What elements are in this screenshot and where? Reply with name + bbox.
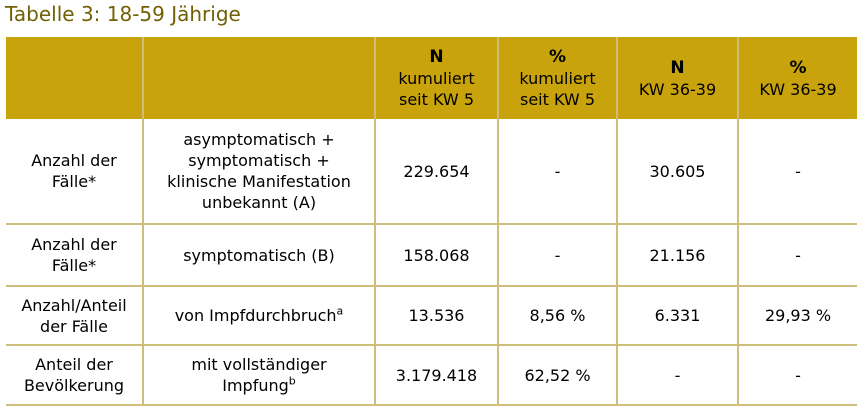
table-row: Anteil der Bevölkerung mit vollständiger… (6, 345, 857, 406)
row-desc: symptomatisch (B) (183, 245, 335, 265)
value-cell: - (497, 224, 617, 287)
header-cell-empty-2 (142, 37, 375, 119)
row-label-cell: Anzahl/Anteil der Fälle (6, 286, 143, 346)
value-cell: 8,56 % (497, 286, 617, 346)
row-label: Anzahl der Fälle* (31, 151, 117, 191)
header-cell-pct-kw3639: % KW 36-39 (737, 37, 857, 119)
footnote-marker: a (336, 304, 344, 318)
value-cell: - (616, 345, 738, 406)
row-label-cell: Anzahl der Fälle* (6, 224, 143, 287)
header-caption: KW 36-39 (638, 79, 717, 99)
header-caption: kumuliert seit KW 5 (519, 69, 596, 109)
value-cell: - (497, 119, 617, 225)
header-cell-n-kw3639: N KW 36-39 (616, 37, 738, 119)
value-cell: - (737, 224, 857, 287)
header-symbol: % (789, 57, 807, 78)
header-symbol: N (670, 57, 685, 78)
table-row: Anzahl der Fälle* symptomatisch (B) 158.… (6, 224, 857, 287)
value-cell: 29,93 % (737, 286, 857, 346)
value-cell: 3.179.418 (374, 345, 498, 406)
row-label: Anzahl/Anteil der Fälle (21, 295, 127, 336)
row-desc-cell: asymptomatisch + symptomatisch + klinisc… (142, 119, 375, 225)
value-cell: 13.536 (374, 286, 498, 346)
header-symbol: % (548, 47, 567, 67)
header-cell-pct-kumuliert: % kumuliert seit KW 5 (497, 37, 617, 119)
row-desc: mit vollständiger Impfung (191, 355, 327, 395)
value-cell: 158.068 (374, 224, 498, 287)
row-desc-cell: mit vollständiger Impfungb (142, 345, 375, 406)
row-desc: asymptomatisch + symptomatisch + klinisc… (167, 130, 351, 212)
table-header-row: N kumuliert seit KW 5 % kumuliert seit K… (6, 37, 857, 119)
row-desc-cell: symptomatisch (B) (142, 224, 375, 287)
data-table: N kumuliert seit KW 5 % kumuliert seit K… (6, 37, 857, 406)
row-label-cell: Anzahl der Fälle* (6, 119, 143, 225)
header-symbol: N (429, 47, 444, 67)
value-cell: 62,52 % (497, 345, 617, 406)
value-cell: 229.654 (374, 119, 498, 225)
row-label: Anzahl der Fälle* (31, 235, 117, 275)
value-cell: - (737, 119, 857, 225)
header-cell-empty-1 (6, 37, 143, 119)
value-cell: - (737, 345, 857, 406)
row-desc-cell: von Impfdurchbrucha (142, 286, 375, 346)
row-label: Anteil der Bevölkerung (23, 355, 125, 395)
table-row: Anzahl/Anteil der Fälle von Impfdurchbru… (6, 286, 857, 346)
value-cell: 21.156 (616, 224, 738, 287)
table-title: Tabelle 3: 18-59 Jährige (5, 2, 241, 26)
row-desc: von Impfdurchbruch (174, 306, 337, 325)
header-cell-n-kumuliert: N kumuliert seit KW 5 (374, 37, 498, 119)
footnote-marker: b (288, 374, 296, 388)
header-caption: KW 36-39 (759, 79, 837, 99)
table-row: Anzahl der Fälle* asymptomatisch + sympt… (6, 119, 857, 225)
value-cell: 6.331 (616, 286, 738, 346)
header-caption: kumuliert seit KW 5 (398, 69, 475, 109)
value-cell: 30.605 (616, 119, 738, 225)
row-label-cell: Anteil der Bevölkerung (6, 345, 143, 406)
